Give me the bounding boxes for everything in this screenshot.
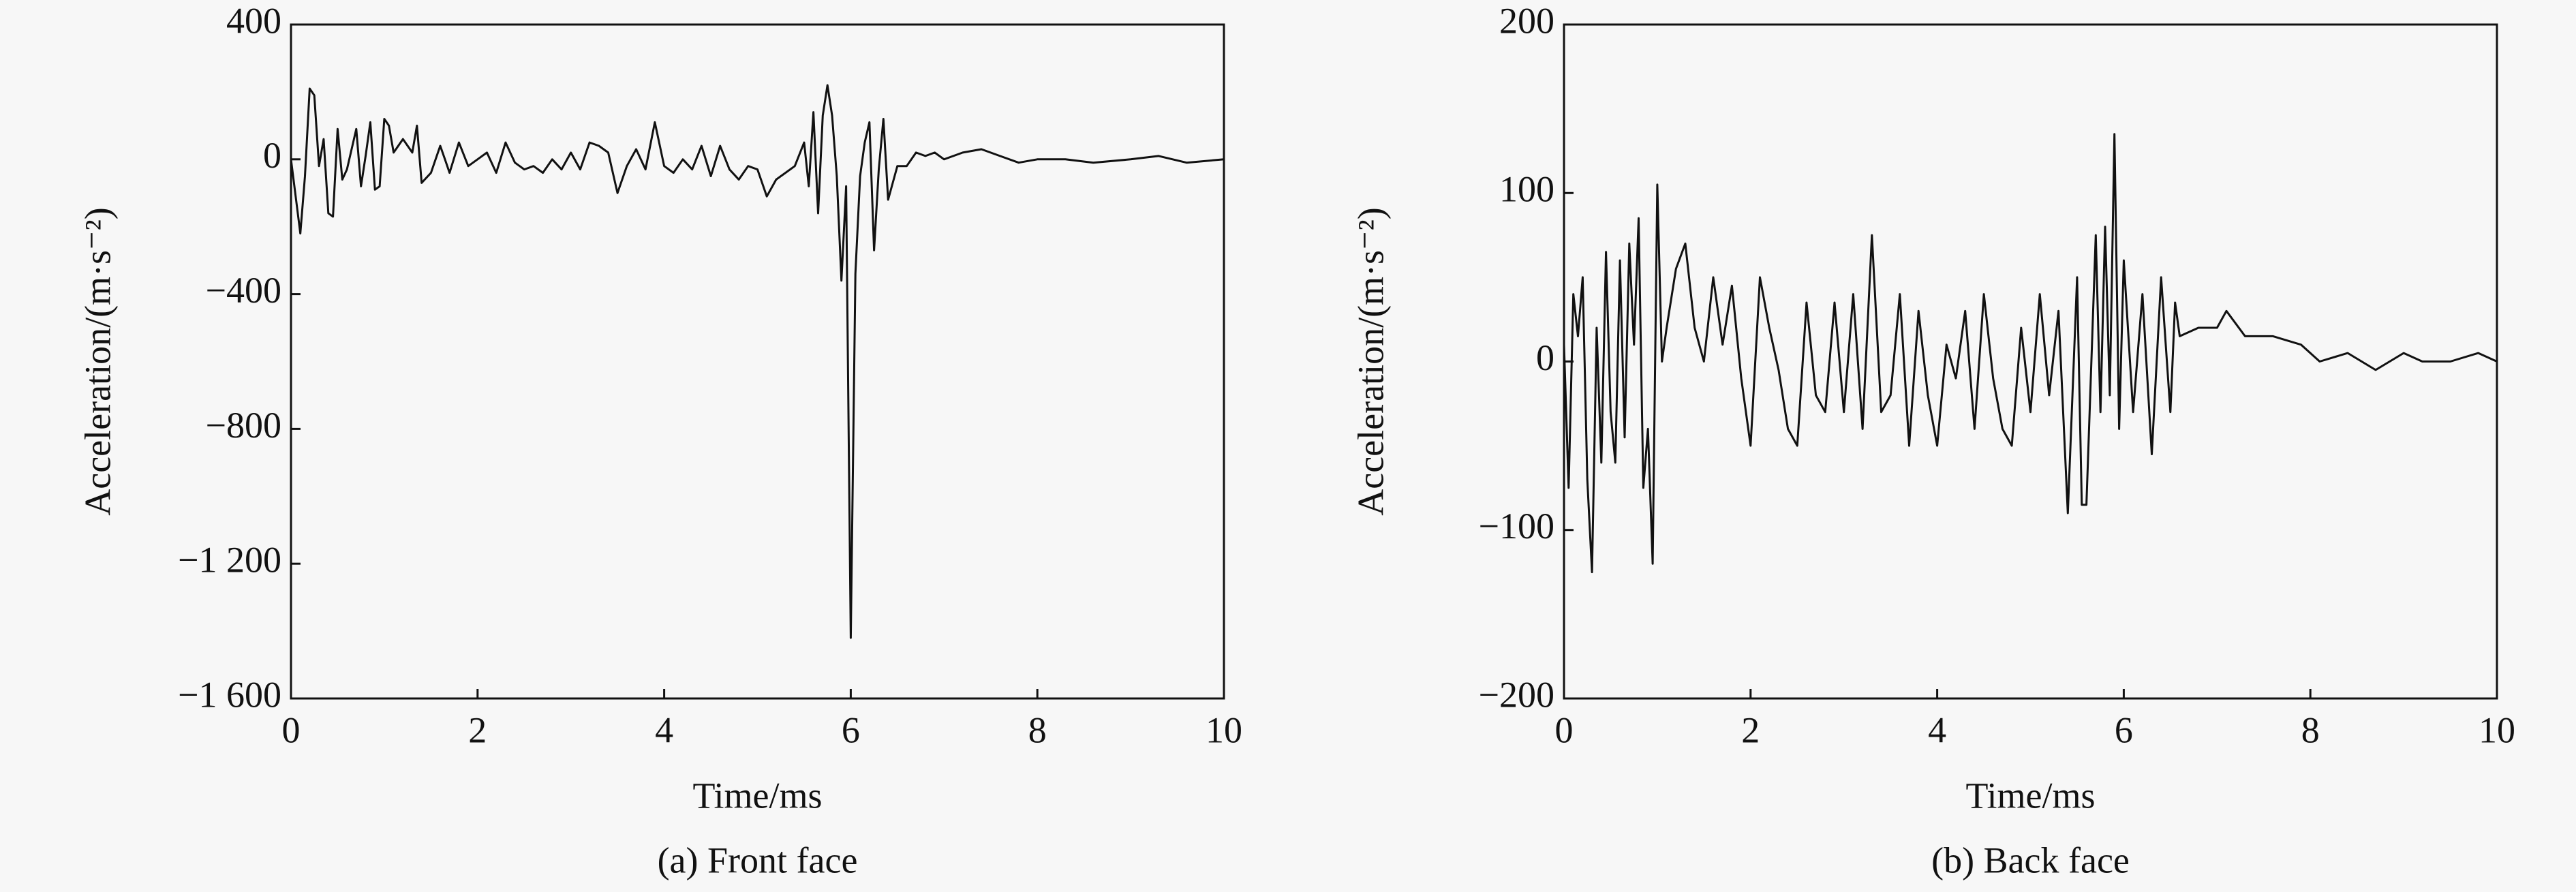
caption: (b) Back face <box>1931 840 2130 880</box>
y-tick-label: −1 600 <box>178 674 281 715</box>
y-tick-label: 100 <box>1499 169 1554 210</box>
x-tick-label: 6 <box>842 709 860 750</box>
y-tick-label: 400 <box>226 0 281 41</box>
y-tick-label: −200 <box>1479 674 1554 715</box>
y-tick-label: −400 <box>206 270 281 311</box>
x-tick-label: 2 <box>1741 709 1760 750</box>
y-axis-label: Acceleration/(m·s⁻²) <box>77 207 118 516</box>
y-axis-label: Acceleration/(m·s⁻²) <box>1350 207 1391 516</box>
x-tick-label: 0 <box>1555 709 1574 750</box>
x-tick-label: 10 <box>1206 709 1242 750</box>
caption: (a) Front face <box>658 840 858 880</box>
x-tick-label: 8 <box>1028 709 1047 750</box>
data-line <box>290 84 1225 639</box>
x-tick-label: 8 <box>2301 709 2320 750</box>
x-axis-label: Time/ms <box>692 775 822 816</box>
x-tick-label: 0 <box>282 709 301 750</box>
x-tick-label: 2 <box>468 709 487 750</box>
x-tick-label: 10 <box>2479 709 2515 750</box>
x-tick-label: 4 <box>1928 709 1946 750</box>
y-tick-label: 0 <box>1536 337 1554 378</box>
y-tick-label: −800 <box>206 405 281 446</box>
x-tick-label: 4 <box>655 709 673 750</box>
y-tick-label: 0 <box>263 135 281 176</box>
y-tick-label: −100 <box>1479 506 1554 547</box>
x-tick-label: 6 <box>2115 709 2133 750</box>
plot-frame <box>290 23 1225 700</box>
y-tick-label: 200 <box>1499 0 1554 41</box>
data-line <box>1563 133 2498 574</box>
x-axis-label: Time/ms <box>1965 775 2095 816</box>
y-tick-label: −1 200 <box>178 540 281 581</box>
